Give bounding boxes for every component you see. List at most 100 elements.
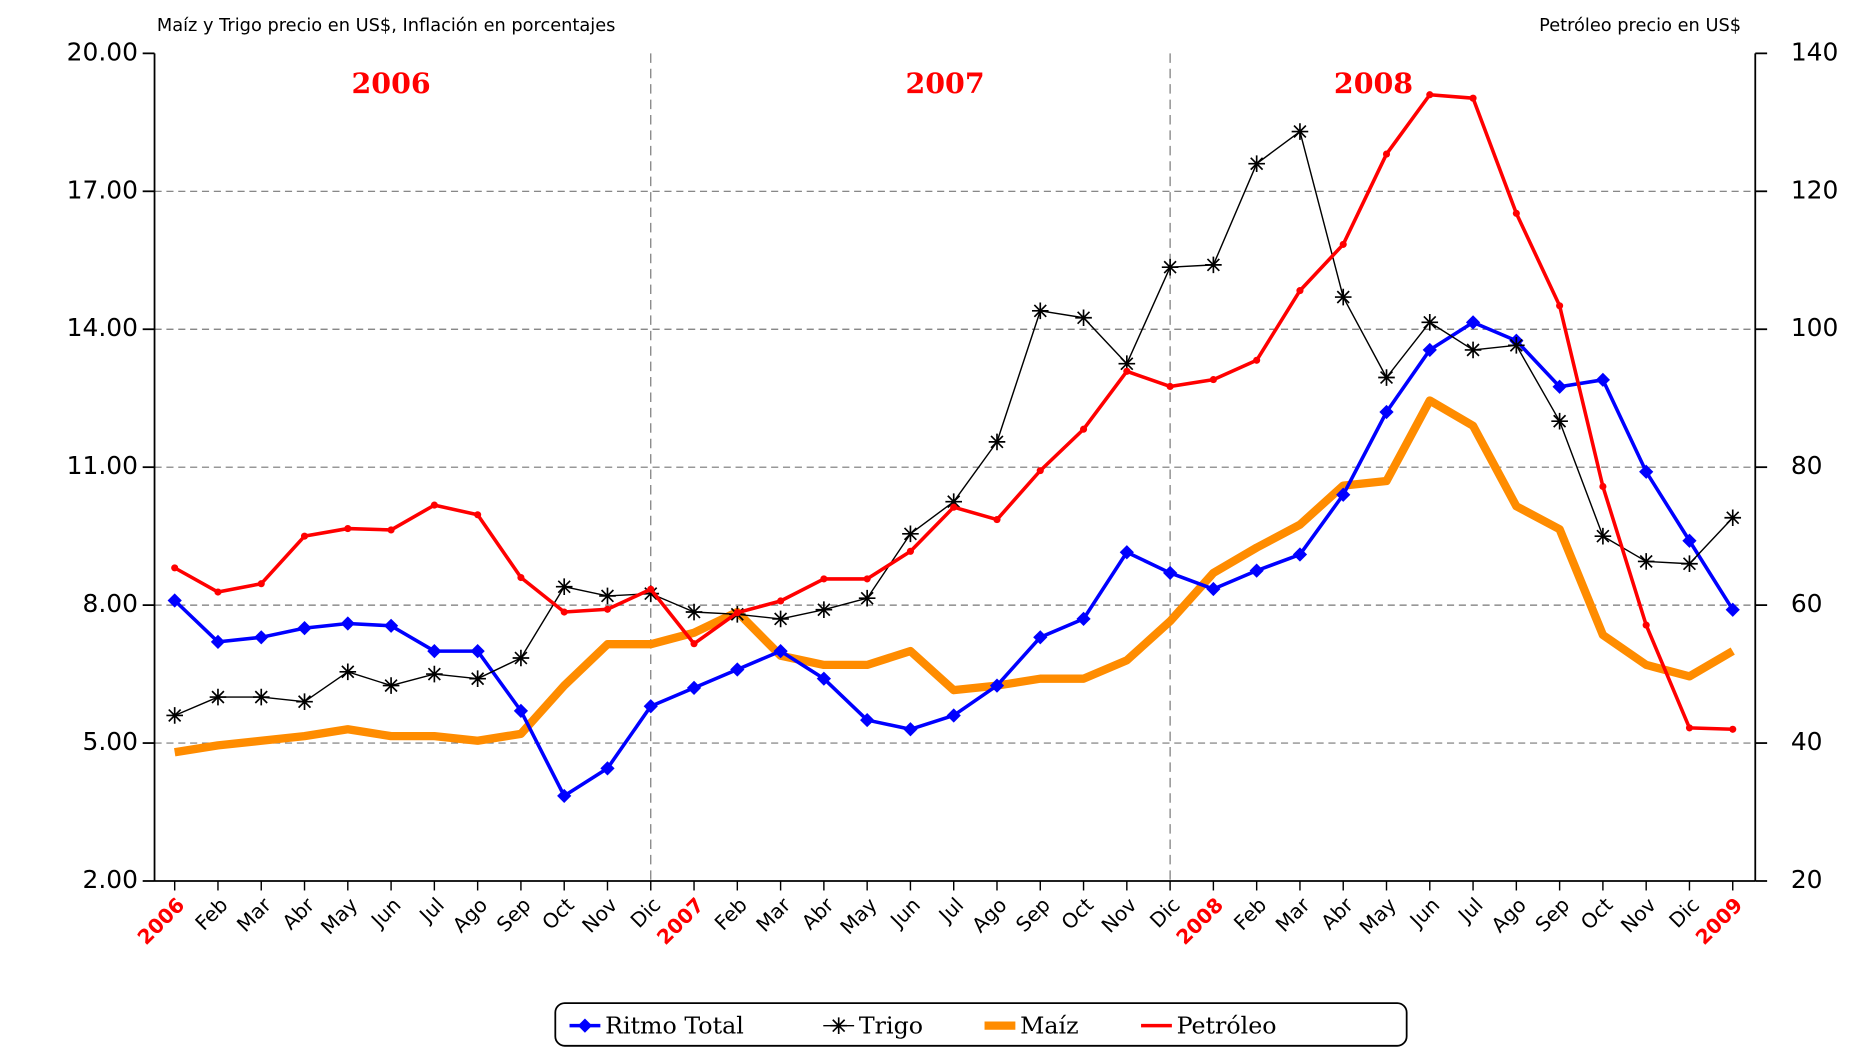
point: [254, 630, 269, 645]
point: [1729, 725, 1737, 733]
x-tick-label: Nov: [577, 893, 622, 938]
point: [1123, 367, 1131, 375]
point: [1464, 341, 1482, 359]
point: [603, 605, 612, 613]
point: [1118, 355, 1136, 373]
point: [252, 688, 270, 706]
legend-label: Trigo: [859, 1011, 923, 1039]
series: [166, 123, 1742, 724]
x-tick-label: Mar: [232, 892, 276, 936]
x-tick-label: Ago: [448, 893, 492, 937]
point: [1031, 302, 1049, 320]
series: [174, 396, 1735, 757]
point: [474, 511, 482, 519]
y2-tick-label: 20: [1791, 865, 1823, 894]
point: [1336, 487, 1351, 502]
x-tick-label: Ago: [967, 893, 1011, 937]
x-tick-label: Abr: [797, 892, 839, 934]
point: [1681, 555, 1698, 573]
point: [1339, 240, 1347, 248]
point: [1205, 256, 1222, 274]
x-tick-label: Oct: [537, 893, 579, 935]
x-tick-label: Jun: [1404, 893, 1445, 934]
point: [599, 587, 616, 605]
point: [1161, 258, 1179, 276]
point: [1599, 482, 1607, 491]
year-annotation: 2008: [1334, 66, 1413, 100]
point: [950, 503, 958, 511]
point: [945, 493, 963, 510]
x-tick-label: Nov: [1616, 893, 1661, 938]
point: [733, 609, 741, 617]
point: [512, 649, 530, 667]
point: [210, 634, 226, 650]
point: [946, 708, 961, 723]
line: [174, 396, 1735, 757]
point: [557, 788, 572, 804]
point: [257, 580, 265, 588]
point: [685, 603, 703, 621]
line: [174, 130, 1734, 717]
point: [1033, 630, 1048, 645]
point: [1426, 91, 1434, 99]
x-tick-label: 2008: [1171, 893, 1228, 950]
legend-marker: [830, 1017, 847, 1034]
point: [214, 588, 222, 596]
y2-tick-label: 80: [1791, 451, 1823, 480]
point: [383, 618, 399, 633]
point: [1249, 563, 1264, 578]
y-tick-label: 8.00: [83, 589, 138, 618]
legend-box: [554, 1002, 1408, 1047]
point: [1036, 467, 1044, 475]
point: [600, 761, 615, 776]
point: [426, 665, 443, 683]
point: [860, 712, 875, 728]
point: [1508, 337, 1525, 354]
point: [296, 693, 313, 710]
point: [686, 680, 702, 695]
x-tick-label: Sep: [1530, 893, 1574, 937]
x-tick-label: Oct: [1056, 893, 1098, 935]
point: [773, 643, 788, 659]
point: [517, 573, 525, 582]
x-tick-label: 2006: [133, 893, 190, 950]
point: [730, 662, 745, 677]
x-tick-label: Jul: [933, 893, 969, 929]
point: [427, 643, 442, 659]
year-annotation: 2006: [352, 66, 431, 100]
x-tick-label: Sep: [492, 893, 536, 937]
y2-tick-label: 40: [1791, 727, 1823, 756]
x-tick-label: 2007: [652, 893, 709, 950]
y2-tick-label: 120: [1791, 175, 1839, 204]
point: [470, 643, 485, 659]
point: [1334, 288, 1352, 306]
point: [989, 678, 1005, 693]
point: [340, 616, 355, 631]
point: [903, 722, 918, 737]
point: [209, 688, 227, 706]
x-tick-label: Mar: [1271, 892, 1315, 936]
point: [1166, 382, 1174, 391]
line: [173, 320, 1735, 798]
point: [777, 597, 785, 605]
point: [1642, 621, 1650, 629]
series: [167, 315, 1740, 804]
x-tick-label: May: [316, 893, 362, 939]
x-tick-label: May: [835, 893, 881, 939]
point: [1209, 376, 1217, 384]
year-annotation: 2007: [905, 66, 984, 100]
x-tick-label: Jun: [884, 893, 925, 934]
point: [690, 640, 698, 648]
x-tick-label: Mar: [751, 892, 795, 936]
point: [1379, 404, 1394, 420]
point: [1119, 545, 1134, 560]
point: [1253, 356, 1261, 364]
x-tick-label: May: [1355, 893, 1401, 939]
point: [772, 610, 789, 628]
x-tick-label: Nov: [1097, 893, 1142, 938]
y-axis-title: Maíz y Trigo precio en US$, Inflación en…: [157, 15, 616, 36]
point: [1724, 509, 1742, 527]
point: [166, 707, 183, 724]
point: [820, 575, 828, 583]
point: [560, 608, 568, 616]
